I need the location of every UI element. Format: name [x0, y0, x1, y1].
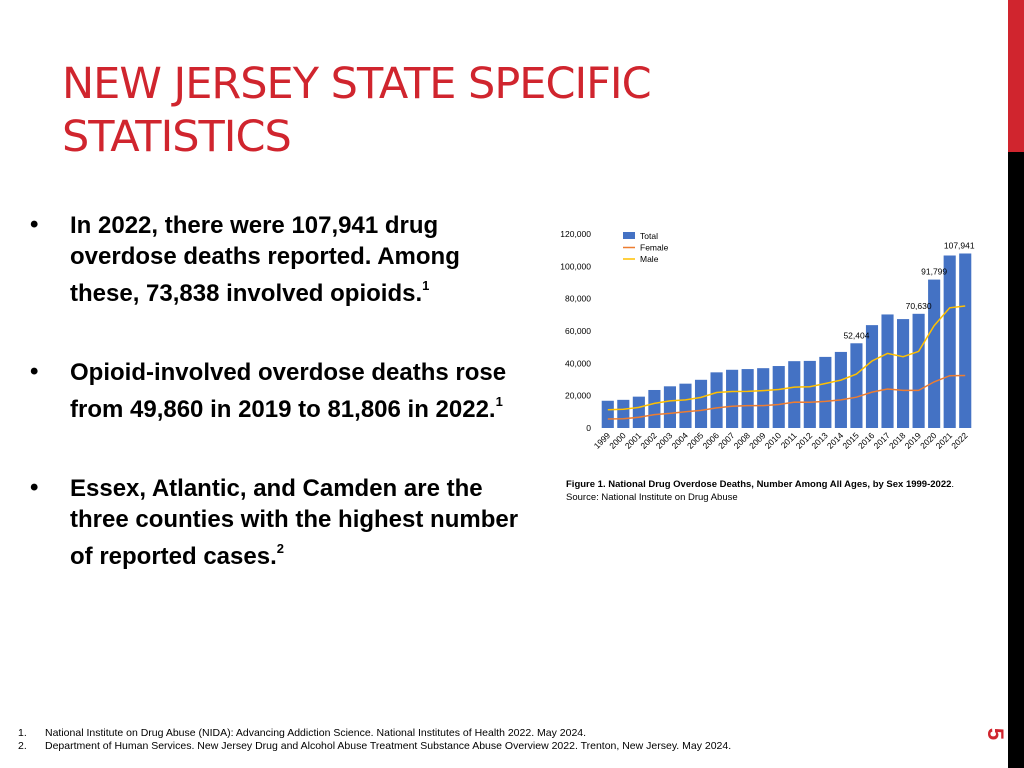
- data-label: 107,941: [944, 240, 975, 250]
- reference-text: Department of Human Services. New Jersey…: [45, 740, 732, 752]
- reference-list: 1. National Institute on Drug Abuse (NID…: [18, 727, 978, 753]
- reference-number: 2.: [18, 740, 27, 752]
- bullet-item: • Essex, Atlantic, and Camden are the th…: [30, 473, 530, 572]
- y-tick-label: 100,000: [560, 261, 591, 271]
- bar-2016: [865, 325, 879, 428]
- slide-title: NEW JERSEY STATE SPECIFIC STATISTICS: [62, 58, 702, 164]
- line-female: [607, 374, 966, 420]
- bar-2004: [679, 383, 692, 428]
- bullet-footnote-ref: 1: [422, 278, 430, 293]
- bar-2018: [897, 319, 910, 428]
- bar-2006: [710, 372, 723, 428]
- bar-2001: [632, 396, 645, 428]
- bullet-list: • In 2022, there were 107,941 drug overd…: [30, 210, 530, 620]
- bar-2010: [772, 366, 785, 428]
- side-accent-bar-red: [1008, 0, 1024, 152]
- slide-title-line-1: NEW JERSEY STATE SPECIFIC: [62, 59, 652, 109]
- bar-2020: [928, 279, 941, 428]
- y-tick-label: 0: [586, 423, 591, 433]
- bar-2015: [850, 343, 863, 428]
- bullet-item: • In 2022, there were 107,941 drug overd…: [30, 210, 530, 309]
- reference-text: National Institute on Drug Abuse (NIDA):…: [45, 727, 587, 739]
- figure-caption-end: .: [951, 479, 955, 490]
- y-tick-label: 20,000: [565, 391, 591, 401]
- bullet-dot: •: [30, 358, 39, 385]
- overdose-chart: 0 20,000 40,000 60,000 80,000 100,000 120,000 1…: [555, 222, 985, 467]
- side-accent-bar-black: [1008, 152, 1024, 768]
- bar-2002: [648, 389, 661, 428]
- bar-2007: [726, 369, 739, 428]
- bullet-text: Opioid-involved overdose deaths rose fro…: [70, 359, 507, 423]
- figure-caption-title: Figure 1. National Drug Overdose Deaths,…: [566, 479, 952, 490]
- x-tick-label: 2011: [779, 430, 799, 450]
- data-label: 70,630: [906, 301, 932, 311]
- legend-swatch-total: [623, 232, 635, 239]
- bar-2022: [959, 253, 972, 428]
- bullet-footnote-ref: 2: [276, 541, 284, 556]
- bar-1999: [601, 400, 614, 428]
- bullet-item: • Opioid-involved overdose deaths rose f…: [30, 357, 530, 425]
- y-tick-label: 40,000: [565, 358, 591, 368]
- data-label: 91,799: [921, 267, 947, 277]
- bar-2012: [803, 360, 816, 428]
- reference-number: 1.: [18, 727, 27, 739]
- bar-2005: [694, 379, 708, 428]
- overdose-chart-svg: 0 20,000 40,000 60,000 80,000 100,000 120,000 1…: [560, 229, 975, 451]
- bar-2009: [757, 368, 770, 428]
- y-tick-label: 120,000: [560, 229, 591, 239]
- bullet-footnote-ref: 1: [495, 394, 503, 409]
- bar-2003: [663, 386, 676, 428]
- bullet-text: Essex, Atlantic, and Camden are the thre…: [70, 475, 519, 570]
- bar-2019: [912, 313, 925, 428]
- bar-2021: [943, 255, 956, 428]
- reference-item: 1. National Institute on Drug Abuse (NID…: [18, 727, 978, 740]
- y-tick-label: 60,000: [565, 326, 591, 336]
- x-tick-label: 2022: [949, 430, 970, 451]
- bar-2017: [881, 314, 894, 428]
- legend-label-total: Total: [640, 231, 658, 241]
- legend-label-female: Female: [640, 243, 669, 253]
- bar-2000: [617, 399, 630, 428]
- slide-title-line-2: STATISTICS: [62, 112, 292, 162]
- bullet-text: In 2022, there were 107,941 drug overdos…: [70, 212, 460, 307]
- bar-2008: [741, 369, 754, 428]
- bullet-dot: •: [30, 211, 39, 238]
- bullet-dot: •: [30, 474, 39, 501]
- line-male: [607, 305, 966, 411]
- figure-caption: Figure 1. National Drug Overdose Deaths,…: [566, 478, 986, 504]
- page-number: 5: [983, 727, 1008, 741]
- legend-label-male: Male: [640, 254, 659, 264]
- bar-2014: [834, 351, 847, 428]
- bar-2011: [788, 361, 801, 428]
- data-label: 52,404: [843, 330, 869, 340]
- bar-2013: [819, 356, 832, 428]
- figure-caption-source: Source: National Institute on Drug Abuse: [566, 492, 738, 503]
- reference-item: 2. Department of Human Services. New Jer…: [18, 740, 978, 753]
- y-tick-label: 80,000: [565, 294, 591, 304]
